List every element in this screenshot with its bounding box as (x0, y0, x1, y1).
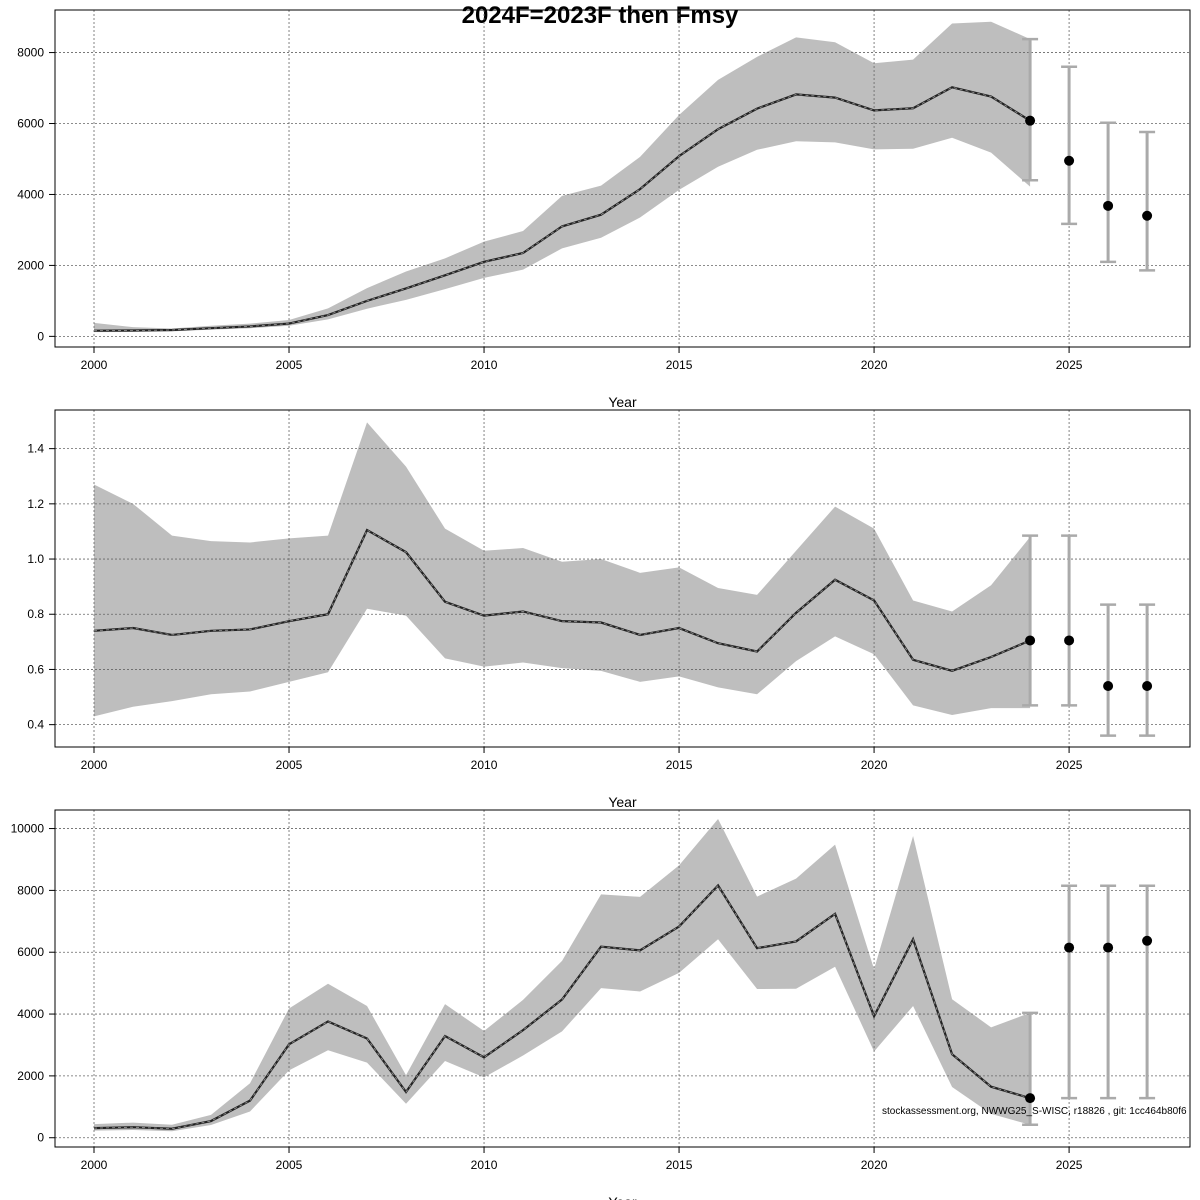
x-tick-label: 2005 (276, 1158, 303, 1172)
forecast-errorbar (1061, 65, 1078, 226)
forecast-point (1103, 200, 1114, 211)
x-tick-label: 2010 (471, 758, 498, 772)
x-axis-label: Year (608, 1194, 637, 1200)
y-tick-label: 8000 (17, 46, 44, 60)
y-tick-label: 0.4 (27, 718, 44, 732)
estimate-line-dash (93, 884, 1031, 1130)
x-tick-label: 2005 (276, 758, 303, 772)
forecast-errorbar (1139, 130, 1156, 272)
y-tick-label: 1.2 (27, 497, 44, 511)
plot-frame (54, 9, 1191, 348)
x-tick-label: 2000 (81, 358, 108, 372)
forecast-errorbar (1061, 534, 1078, 707)
x-tick-label: 2025 (1056, 1158, 1083, 1172)
estimate-line-dash (94, 86, 1031, 332)
y-tick-label: 1.4 (27, 442, 44, 456)
y-tick-label: 4000 (17, 187, 44, 201)
panel-3: 2000 2005 2010 2015 2020 2025 0 2000 4000 6000 800… (11, 809, 1191, 1200)
x-tick-label: 2020 (861, 358, 888, 372)
x-tick-label: 2025 (1056, 758, 1083, 772)
x-tick-label: 2015 (666, 1158, 693, 1172)
forecast-errorbar (1061, 884, 1078, 1100)
forecast-errorbar (1022, 534, 1039, 707)
forecast-point (1103, 942, 1114, 953)
forecast-point (1064, 942, 1075, 953)
confidence-band (94, 818, 1031, 1132)
panel-1: 2000 2005 2010 2015 2020 2025 0 2000 4000 6000 800… (17, 9, 1191, 410)
y-tick-label: 1.0 (27, 552, 44, 566)
y-tick-label: 2000 (17, 1069, 44, 1083)
y-tick-label: 0.8 (27, 607, 44, 621)
confidence-band (94, 21, 1031, 333)
forecast-errorbar (1100, 121, 1117, 264)
x-tick-label: 2010 (471, 1158, 498, 1172)
y-tick-label: 6000 (17, 117, 44, 131)
x-tick-label: 2015 (666, 358, 693, 372)
forecast-errorbar (1100, 603, 1117, 737)
y-tick-label: 4000 (17, 1007, 44, 1021)
panel-2: 2000 2005 2010 2015 2020 2025 0.4 0.6 0.8 1.0 1.2 1… (27, 409, 1191, 810)
forecast-errorbar (1022, 1011, 1039, 1126)
x-tick-label: 2000 (81, 1158, 108, 1172)
forecast-errorbar (1139, 603, 1156, 737)
forecast-point (1142, 681, 1153, 692)
x-axis-label: Year (608, 794, 637, 810)
chart-title: 2024F=2023F then Fmsy (461, 2, 739, 29)
y-tick-label: 6000 (17, 945, 44, 959)
y-tick-label: 0 (37, 329, 44, 343)
forecast-point (1064, 155, 1075, 166)
confidence-band (94, 422, 1031, 717)
plot-frame (54, 809, 1191, 1148)
x-tick-label: 2020 (861, 758, 888, 772)
forecast-point (1142, 935, 1153, 946)
forecast-point (1025, 115, 1036, 126)
y-tick-label: 10000 (11, 822, 45, 836)
x-tick-label: 2000 (81, 758, 108, 772)
x-tick-label: 2015 (666, 758, 693, 772)
y-tick-label: 8000 (17, 883, 44, 897)
x-tick-label: 2010 (471, 358, 498, 372)
estimate-line-dash (93, 529, 1031, 672)
plot-frame (54, 409, 1191, 748)
forecast-point (1025, 635, 1036, 646)
forecast-point (1103, 681, 1114, 692)
forecast-errorbar (1139, 884, 1156, 1100)
y-tick-label: 2000 (17, 258, 44, 272)
forecast-point (1142, 210, 1153, 221)
x-tick-label: 2005 (276, 358, 303, 372)
forecast-errorbar (1022, 37, 1039, 182)
forecast-errorbar (1100, 884, 1117, 1100)
x-tick-label: 2025 (1056, 358, 1083, 372)
footer-note: stockassessment.org, NWWG25_S-WISC, r188… (882, 1106, 1187, 1117)
forecast-point (1064, 635, 1075, 646)
y-tick-label: 0.6 (27, 662, 44, 676)
x-axis-label: Year (608, 394, 637, 410)
x-tick-label: 2020 (861, 1158, 888, 1172)
forecast-point (1025, 1093, 1036, 1104)
y-tick-label: 0 (37, 1131, 44, 1145)
